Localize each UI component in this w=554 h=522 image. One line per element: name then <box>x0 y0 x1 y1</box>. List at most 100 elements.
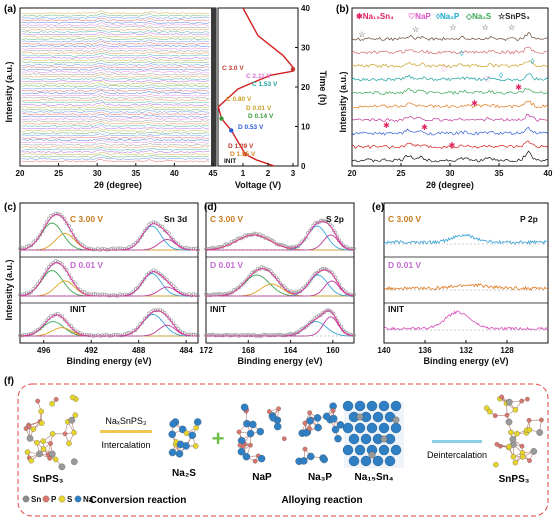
na3p-atom-4 <box>302 420 308 426</box>
na15sn4-na-atom-25 <box>372 455 384 467</box>
xrd-scan-line-7 <box>21 142 210 146</box>
voltage-curve <box>217 7 294 167</box>
snps3-right-atom-14 <box>486 408 493 415</box>
xps-s2p-data-point-0-6 <box>215 245 219 250</box>
xps-s2p-data-point-2-22 <box>244 333 249 338</box>
panel-a-ylabel: Intensity (a.u.) <box>4 61 14 122</box>
snps3-left-atom-24 <box>28 457 34 464</box>
substrate-peak-band <box>211 8 216 166</box>
nap-atom-13 <box>256 427 265 436</box>
na15sn4-sn-atom-2 <box>368 451 376 459</box>
xps-s2p-data-point-2-25 <box>250 333 255 338</box>
nap-atom-6 <box>252 458 258 464</box>
xrd-scan-line-32 <box>21 83 210 88</box>
xrd-scan-line-12 <box>21 130 210 135</box>
snps3-right-atom-5 <box>526 417 532 423</box>
snps3-right-atom-30 <box>508 429 514 436</box>
na3p-atom-5 <box>314 423 322 432</box>
xps-s2p-data-point-0-50 <box>296 244 301 248</box>
xps-s2p-data-point-2-70 <box>333 315 338 320</box>
xps-s2p-data-point-1-3 <box>209 293 214 297</box>
xps-s2p-data-point-2-2 <box>207 333 212 337</box>
xps-sn3d-component-2-1 <box>20 327 198 337</box>
panel-e-xps-spectra: C 3.00 V D 0.01 V INIT P 2p <box>383 214 549 331</box>
time-tick-0: 0 <box>301 162 306 171</box>
xps-e-state-label-0: C 3.00 V <box>388 214 421 224</box>
xrd-scan-line-4 <box>21 149 210 153</box>
snps3-left-atom-22 <box>71 429 77 436</box>
snps3-right-atom-8 <box>519 454 526 460</box>
xps-sn3d-data-point-1-64 <box>160 274 165 278</box>
snps3-right-atom-29 <box>504 412 510 418</box>
xps-sn3d-data-point-0-19 <box>60 214 65 219</box>
na15sn4-na-atom-1 <box>354 400 366 412</box>
panel-e-xlabel: Binding energy (eV) <box>423 356 508 366</box>
snps3-right-atom-13 <box>492 413 498 419</box>
xps-s2p-data-point-1-67 <box>328 269 332 274</box>
na15sn4-na-atom-0 <box>342 400 354 412</box>
xps-sn3d-data-point-2-66 <box>165 313 169 318</box>
xrd-scan-line-45 <box>21 52 210 57</box>
xrd-scan-line-46 <box>21 50 210 55</box>
voltage-annotation-4: D 0.01 V <box>246 105 272 112</box>
voltage-annotation-7: D 1.09 V <box>228 143 254 150</box>
xrd-phase-marker-9: ◊ <box>530 57 534 66</box>
panel-d-x-tick-172: 172 <box>199 346 213 355</box>
xps-s2p-data-point-0-53 <box>302 238 306 242</box>
intercalation-label: Intercalation <box>101 440 150 450</box>
xps-sn3d-data-point-0-25 <box>73 236 78 241</box>
xrd-scan-line-15 <box>21 123 210 127</box>
snps3-left-atom-10 <box>52 456 59 463</box>
xrd-scan-line-44 <box>21 55 210 59</box>
legend-b-item-0: ✱Na₁₅Sn₄ <box>356 12 394 21</box>
xrd-scan-line-2 <box>21 153 210 158</box>
panel-a-x-ticks: 20 25 30 35 40 45 <box>16 163 218 178</box>
xps-s2p-data-point-2-53 <box>302 325 306 330</box>
xrd-scan-line-57 <box>22 25 210 29</box>
xrd-scan-line-0 <box>21 159 210 163</box>
xps-sn3d-data-point-2-61 <box>153 308 158 313</box>
panel-d-xlabel: Binding energy (eV) <box>237 356 322 366</box>
xps-sn3d-data-point-2-37 <box>100 333 105 338</box>
panel-f-dashed-frame <box>17 383 549 517</box>
snps3-left-atom-27 <box>48 450 56 458</box>
snps3-left-atom-9 <box>26 434 34 442</box>
xps-sn3d-data-point-1-79 <box>194 293 198 298</box>
voltage-marker-dot-3 <box>243 151 248 157</box>
panel-c: (c) Intensity (a.u.) C 3.00 V D 0.01 V INI… <box>4 202 200 366</box>
panel-label-f: (f) <box>4 376 14 387</box>
xps-sn3d-data-point-0-63 <box>158 224 162 228</box>
snps3-right-atom-7 <box>519 398 525 404</box>
nap-atom-24 <box>248 442 253 448</box>
xps-sn3d-data-point-0-68 <box>169 236 174 240</box>
xps-s2p-data-point-2-20 <box>241 333 245 337</box>
panel-a: (a) Intensity (a.u.) 20 25 30 35 40 45 2θ (de… <box>4 4 328 190</box>
xps-s2p-data-point-2-24 <box>248 333 253 338</box>
xps-s2p-data-point-1-64 <box>322 266 327 271</box>
snps3-right-atom-12 <box>493 461 499 468</box>
panel-c-ylabel: Intensity (a.u.) <box>4 259 14 320</box>
legend-b-item-1: ♡NaP <box>408 12 431 21</box>
xrd-scan-line-43 <box>21 58 210 62</box>
xps-s2p-data-point-2-55 <box>305 323 310 327</box>
xps-sn3d-data-point-2-53 <box>136 325 140 330</box>
xps-d-state-label-1: D 0.01 V <box>210 260 243 270</box>
panel-d-x-tick-160: 160 <box>326 346 340 355</box>
xrd-scan-line-49 <box>22 43 210 48</box>
xps-s2p-envelope-2 <box>206 310 355 337</box>
xps-sn3d-data-point-1-24 <box>71 279 76 284</box>
xrd-pattern-2 <box>351 126 549 136</box>
xps-sn3d-data-point-2-11 <box>42 321 47 326</box>
panel-e-x-tick-132: 132 <box>459 346 473 355</box>
na3p-atom-10 <box>313 414 322 422</box>
na2s-label: Na₂S <box>172 468 196 479</box>
xps-s2p-data-point-0-7 <box>217 245 221 249</box>
na2s-structure <box>168 418 202 458</box>
xrd-scan-line-34 <box>21 79 210 83</box>
xrd-scan-line-42 <box>21 60 210 64</box>
snps3-left-atom-33 <box>70 458 78 466</box>
snps3-right-atom-6 <box>483 405 490 411</box>
voltage-annotation-2: C 1.53 V <box>252 81 278 88</box>
legend-b-item-4: ☆SnPS₃ <box>498 12 530 21</box>
xps-sn3d-data-point-0-69 <box>171 238 176 242</box>
